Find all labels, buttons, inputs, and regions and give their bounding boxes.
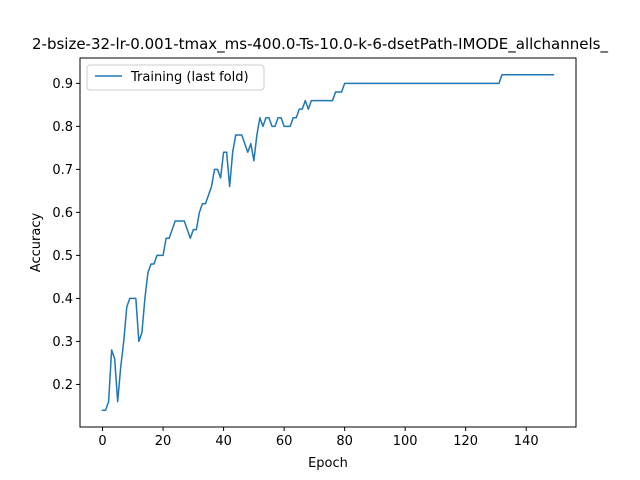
y-tick-label: 0.6	[52, 206, 73, 221]
series-line-training	[101, 74, 555, 411]
x-axis-label: Epoch	[308, 456, 348, 471]
chart-title: 2-bsize-32-lr-0.001-tmax_ms-400.0-Ts-10.…	[32, 35, 608, 54]
x-tick-label: 40	[215, 434, 232, 449]
legend-entry-label: Training (last fold)	[130, 70, 249, 85]
axis-ticks: 0 20 40 60 80 100 120 140 0.2 0.3 0.4 0.5 0.6 0.7 0.8 0…	[52, 77, 538, 449]
y-tick-label: 0.8	[52, 120, 73, 135]
series-layer	[101, 74, 555, 411]
x-tick-label: 120	[453, 434, 478, 449]
y-tick-label: 0.7	[52, 163, 73, 178]
x-tick-label: 80	[336, 434, 353, 449]
x-tick-label: 20	[155, 434, 172, 449]
y-tick-label: 0.2	[52, 378, 73, 393]
y-tick-label: 0.9	[52, 77, 73, 92]
axes-frame	[79, 57, 577, 428]
x-tick-label: 60	[276, 434, 293, 449]
legend-frame	[86, 64, 265, 91]
y-axis-label: Accuracy	[29, 213, 44, 273]
x-tick-label: 0	[98, 434, 106, 449]
y-tick-label: 0.5	[52, 249, 73, 264]
x-tick-label: 140	[514, 434, 539, 449]
y-tick-label: 0.4	[52, 292, 73, 307]
legend: Training (last fold)	[86, 64, 265, 91]
x-tick-label: 100	[393, 434, 418, 449]
y-tick-label: 0.3	[52, 335, 73, 350]
